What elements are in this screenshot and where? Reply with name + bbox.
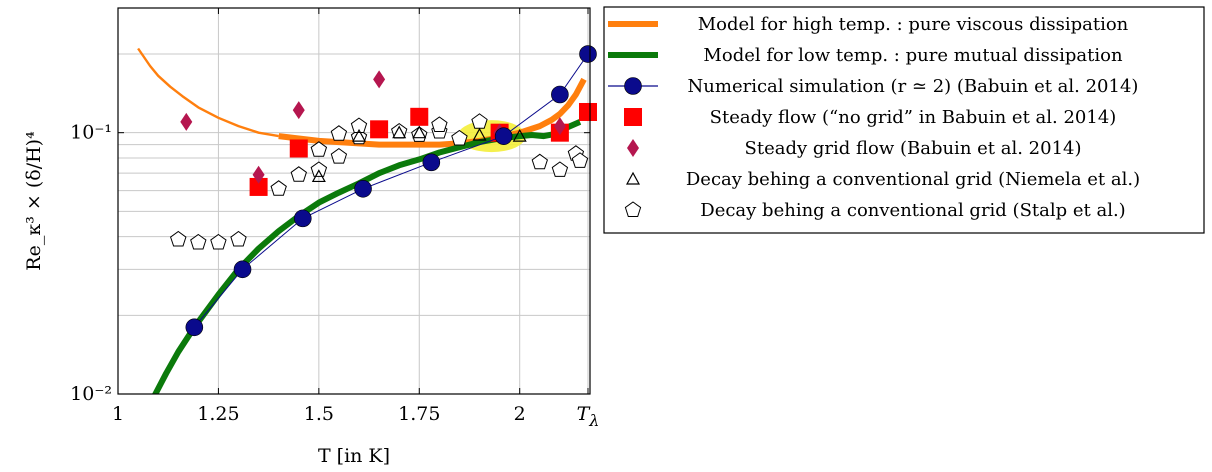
model-curves (138, 49, 584, 397)
y-tick-label: 10⁻² (70, 383, 112, 405)
x-tick-label: 1.25 (197, 403, 239, 425)
steady-flow-point (370, 120, 388, 138)
simulation-point (551, 86, 568, 103)
simulation-point (423, 154, 440, 171)
stalp-point (331, 149, 346, 164)
x-tick-label: 1.75 (398, 403, 440, 425)
steady-grid-point (293, 101, 305, 119)
legend-label: Model for low temp. : pure mutual dissip… (703, 45, 1123, 66)
stalp-point (291, 167, 306, 182)
steady-grid-point (180, 113, 192, 131)
simulation-point (186, 319, 203, 336)
simulation-point (579, 46, 596, 63)
stalp-point (231, 232, 246, 247)
stalp-point (432, 117, 447, 132)
steady-grid-point (373, 70, 385, 88)
high-temp-model-curve-thin (138, 49, 279, 137)
stalp-point (552, 162, 567, 176)
simulation-point (495, 128, 512, 145)
x-tick-label: Tλ (577, 403, 600, 430)
steady-flow-point (410, 108, 428, 126)
x-tick-label: 1 (112, 403, 124, 425)
legend-label: Steady grid flow (Babuin et al. 2014) (745, 138, 1082, 159)
simulation-point (355, 180, 372, 197)
legend-label: Decay behing a conventional grid (Stalp … (700, 200, 1125, 221)
x-axis-label: T [in K] (318, 445, 390, 467)
stalp-point (412, 127, 427, 141)
stalp-point (532, 154, 547, 169)
legend-label: Decay behing a conventional grid (Niemel… (686, 169, 1140, 190)
legend-swatch-marker (625, 78, 642, 95)
x-tick-label: 2 (514, 403, 526, 425)
y-axis-label: Re_κ³ × (δ/H)⁴ (23, 131, 45, 271)
stalp-point (331, 126, 346, 141)
legend: Model for high temp. : pure viscous diss… (604, 7, 1204, 233)
legend-label: Model for high temp. : pure viscous diss… (698, 14, 1129, 35)
steady-flow-point (290, 139, 308, 157)
simulation-point (234, 261, 251, 278)
simulation-point (294, 210, 311, 227)
steady-flow-point (579, 103, 597, 121)
y-tick-label: 10⁻¹ (70, 122, 112, 144)
stalp-point (472, 114, 487, 128)
x-tick-label: 1.5 (304, 403, 334, 425)
legend-label: Numerical simulation (r ≃ 2) (Babuin et … (688, 76, 1139, 97)
stalp-point (271, 181, 286, 196)
legend-swatch (624, 108, 642, 126)
legend-label: Steady flow (“no grid” in Babuin et al. … (710, 107, 1117, 128)
stalp-point (171, 232, 186, 247)
